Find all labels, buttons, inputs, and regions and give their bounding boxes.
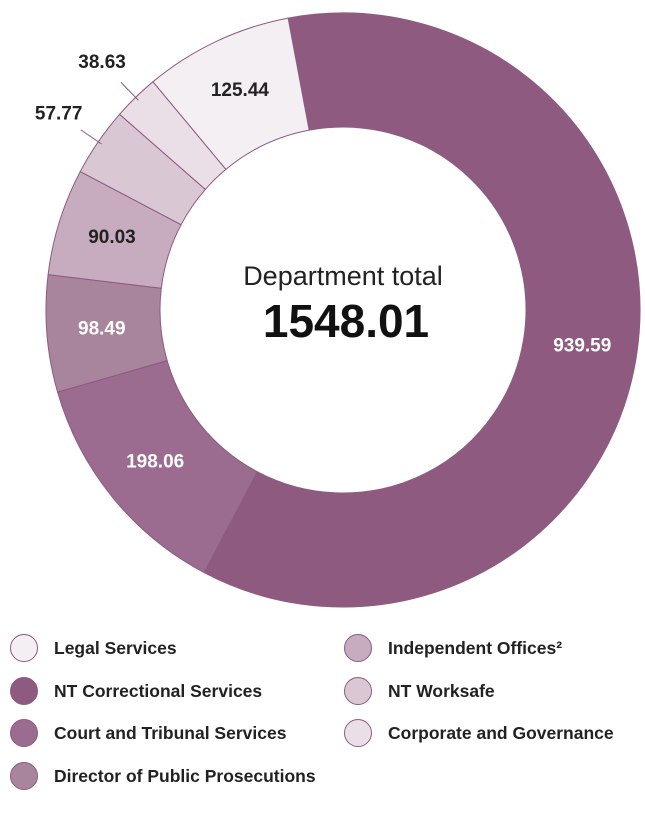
legend-item: NT Correctional Services bbox=[10, 676, 263, 705]
donut-segment bbox=[118, 81, 227, 191]
value-label: 939.59 bbox=[553, 335, 611, 356]
value-label: 38.63 bbox=[78, 52, 126, 73]
legend-swatch bbox=[344, 676, 372, 705]
legend-swatch bbox=[10, 761, 38, 790]
legend-label: Independent Offices² bbox=[388, 638, 563, 658]
legend-item: Corporate and Governance bbox=[344, 719, 614, 747]
value-label: 90.03 bbox=[88, 227, 136, 248]
value-label: 198.06 bbox=[126, 452, 184, 473]
legend-item: Director of Public Prosecutions bbox=[10, 761, 316, 790]
donut-segment bbox=[203, 12, 641, 608]
value-label: 57.77 bbox=[35, 104, 83, 125]
legend-label: Court and Tribunal Services bbox=[54, 723, 287, 743]
legend-label: NT Worksafe bbox=[388, 680, 495, 701]
value-label: 125.44 bbox=[211, 80, 270, 101]
legend-label: NT Correctional Services bbox=[54, 680, 263, 701]
donut-chart: Department total 1548.01 125.44 939.59 198… bbox=[35, 12, 641, 608]
center-label: Department total bbox=[243, 261, 443, 291]
legend-item: NT Worksafe bbox=[344, 676, 495, 705]
center-total: 1548.01 bbox=[263, 295, 429, 347]
legend-swatch bbox=[344, 719, 372, 747]
legend-item: Court and Tribunal Services bbox=[10, 719, 286, 747]
leader-line bbox=[80, 129, 102, 145]
legend-swatch bbox=[10, 719, 38, 747]
legend-swatch bbox=[10, 634, 38, 662]
legend-label: Director of Public Prosecutions bbox=[54, 765, 316, 786]
legend-item: Independent Offices² bbox=[344, 634, 562, 662]
leader-line bbox=[120, 82, 139, 101]
value-label: 98.49 bbox=[78, 318, 126, 339]
legend-item: Legal Services bbox=[10, 634, 177, 662]
legend-swatch bbox=[10, 676, 38, 705]
legend-label: Legal Services bbox=[54, 638, 177, 658]
legend: Legal Services NT Correctional Services Co… bbox=[0, 628, 645, 817]
legend-swatch bbox=[344, 634, 372, 662]
legend-label: Corporate and Governance bbox=[388, 723, 614, 743]
